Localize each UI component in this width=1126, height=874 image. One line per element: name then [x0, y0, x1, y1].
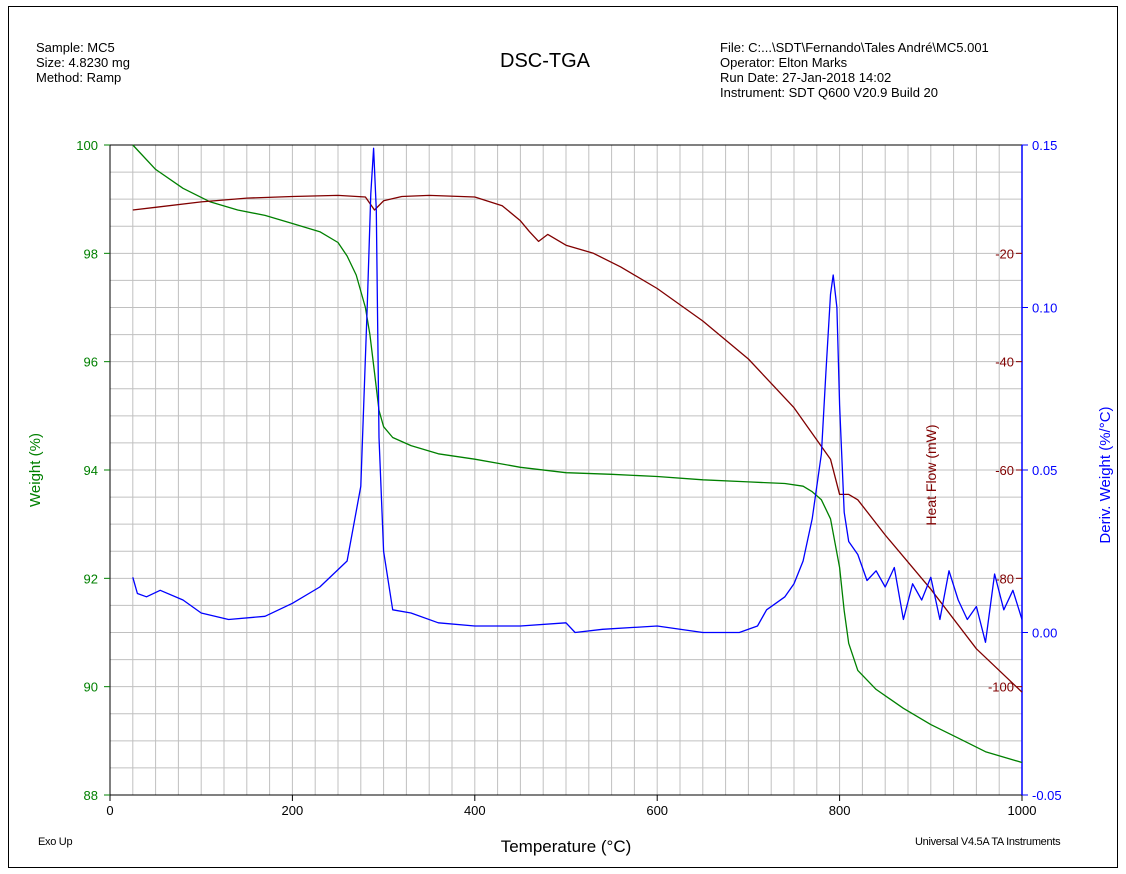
heat-flow-tick-label: -40 [995, 355, 1014, 370]
heat-flow-tick-label: -100 [988, 680, 1014, 695]
weight-tick-label: 92 [84, 571, 98, 586]
heat-flow-tick-label: -80 [995, 571, 1014, 586]
weight-axis-label: Weight (%) [27, 433, 44, 507]
chart-frame [8, 6, 1118, 868]
weight-curve [132, 144, 1023, 764]
deriv-tick-label: 0.10 [1032, 301, 1057, 316]
x-tick-label: 600 [646, 803, 668, 818]
weight-tick-label: 100 [76, 138, 98, 153]
heat-flow-tick-label: -60 [995, 463, 1014, 478]
weight-tick-label: 88 [84, 788, 98, 803]
file-path: File: C:...\SDT\Fernando\Tales André\MC5… [720, 40, 989, 55]
sample-method: Method: Ramp [36, 70, 122, 85]
deriv-tick-label: -0.05 [1032, 788, 1062, 803]
x-axis-label: Temperature (°C) [501, 837, 632, 856]
weight-tick-label: 90 [84, 680, 98, 695]
exo-up-label: Exo Up [38, 836, 73, 848]
x-tick-label: 0 [106, 803, 113, 818]
x-tick-label: 800 [829, 803, 851, 818]
chart-title: DSC-TGA [500, 50, 590, 72]
operator: Operator: Elton Marks [720, 55, 848, 70]
deriv-tick-label: 0.15 [1032, 138, 1057, 153]
heat-flow-curve [132, 194, 1023, 693]
deriv-tick-label: 0.05 [1032, 463, 1057, 478]
sample-info: Sample: MC5 Size: 4.8230 mg Method: Ramp [36, 40, 130, 85]
sample-name: Sample: MC5 [36, 40, 115, 55]
weight-tick-label: 94 [84, 463, 98, 478]
heat-flow-axis-label: Heat Flow (mW) [923, 424, 939, 525]
weight-tick-label: 98 [84, 246, 98, 261]
sample-size: Size: 4.8230 mg [36, 55, 130, 70]
run-info: File: C:...\SDT\Fernando\Tales André\MC5… [720, 40, 989, 100]
run-date: Run Date: 27-Jan-2018 14:02 [720, 70, 892, 85]
x-tick-label: 400 [464, 803, 486, 818]
weight-tick-label: 96 [84, 355, 98, 370]
deriv-axis-label: Deriv. Weight (%/°C) [1097, 406, 1114, 543]
x-tick-label: 200 [282, 803, 304, 818]
deriv-tick-label: 0.00 [1032, 626, 1057, 641]
instrument: Instrument: SDT Q600 V20.9 Build 20 [720, 85, 938, 100]
software-label: Universal V4.5A TA Instruments [915, 836, 1061, 848]
x-tick-label: 1000 [1008, 803, 1037, 818]
heat-flow-tick-label: -20 [995, 246, 1014, 261]
deriv-weight-curve [132, 147, 1023, 643]
